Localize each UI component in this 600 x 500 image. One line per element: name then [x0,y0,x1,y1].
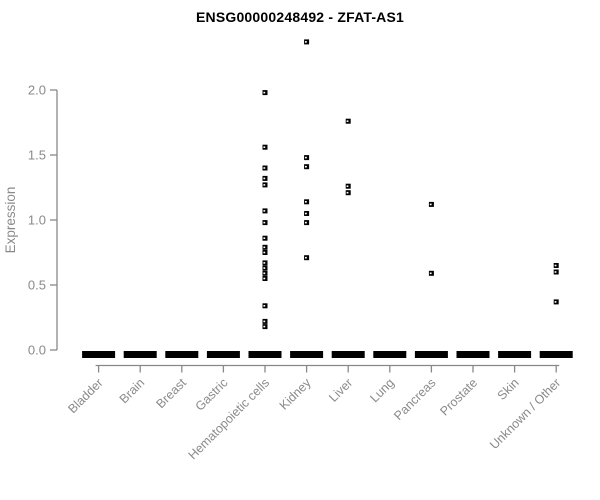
y-axis-tick-label: 0.5 [28,278,46,293]
data-point-center [554,271,557,273]
zero-expression-cluster [539,351,573,358]
x-axis-category-label: Bladder [65,376,105,416]
data-point-center [305,41,307,43]
chart-title: ENSG00000248492 - ZFAT-AS1 [195,9,405,25]
x-axis-category-label: Unknown / Other [487,376,563,452]
x-axis-category-label: Kidney [277,375,314,412]
x-axis-category-label: Brain [117,376,148,407]
data-point-center [346,191,349,194]
data-point-center [263,251,266,254]
zero-expression-cluster [82,351,116,358]
data-point-center [263,305,266,307]
data-point-center [429,272,432,275]
data-point-center [263,221,266,224]
zero-expression-cluster [123,351,157,358]
zero-expression-cluster [206,351,240,358]
x-axis-category-label: Prostate [437,376,480,419]
data-point-center [305,256,307,259]
data-point-center [263,210,266,212]
data-point-center [263,184,266,186]
data-point-center [263,91,266,94]
data-point-center [305,165,307,168]
data-point-center [554,264,557,267]
data-point-center [305,156,307,159]
data-point-center [263,262,266,264]
data-point-center [263,272,266,275]
data-point-center [346,185,349,187]
x-axis-category-label: Hematopoietic cells [186,376,273,463]
data-point-center [263,177,266,180]
data-point-center [305,212,307,215]
data-point-center [263,325,266,328]
data-point-center [429,203,432,206]
zero-expression-cluster [414,351,448,358]
data-point-center [263,320,266,323]
zero-expression-cluster [373,351,407,358]
x-axis-category-label: Gastric [193,376,231,414]
zero-expression-cluster [165,351,199,358]
data-point-center [346,120,349,122]
x-axis-category-label: Pancreas [391,376,438,423]
data-point-center [263,267,266,269]
y-axis-tick-label: 1.5 [28,148,46,163]
data-point-center [305,221,307,224]
data-point-center [305,201,307,203]
y-axis-tick-label: 0.0 [28,343,46,358]
x-axis-category-label: Breast [153,375,189,411]
zero-expression-cluster [331,351,365,358]
data-point-center [263,246,266,249]
y-axis-title: Expression [3,187,18,254]
x-axis-category-label: Lung [367,376,397,406]
y-axis-tick-label: 2.0 [28,83,46,98]
y-axis-tick-label: 1.0 [28,213,46,228]
x-axis-category-label: Liver [326,376,355,405]
data-point-center [263,167,266,169]
data-point-center [263,277,266,280]
zero-expression-cluster [456,351,490,358]
x-axis-category-label: Skin [495,376,522,403]
zero-expression-cluster [290,351,324,358]
data-point-center [263,146,266,148]
data-point-center [263,237,266,239]
data-point-center [554,301,557,303]
zero-expression-cluster [248,351,282,358]
zero-expression-cluster [498,351,532,358]
